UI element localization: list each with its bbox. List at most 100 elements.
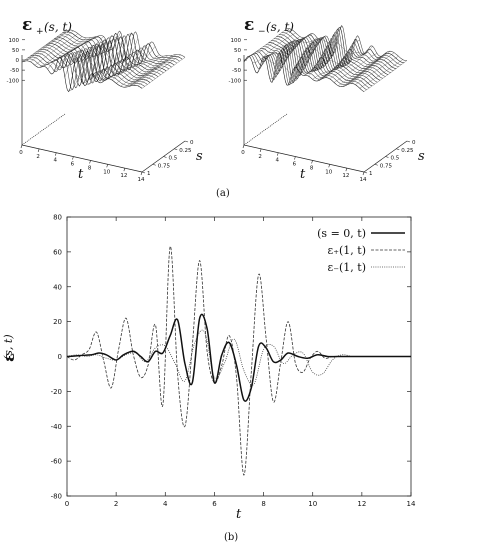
y-tick-label: 20 (53, 318, 62, 326)
s-tick-mark (374, 163, 378, 166)
surface-mesh-line (308, 59, 352, 77)
t-tick-mark (294, 156, 296, 160)
series-line-dashed (66, 246, 411, 476)
y-axis-label-main: ε (0, 353, 18, 362)
z-tick-label: 100 (231, 38, 242, 44)
surface-mesh-line (248, 29, 292, 57)
surface-mesh-line (56, 35, 100, 68)
s-tick-label: 0.25 (179, 148, 192, 154)
back-axis-line (243, 113, 288, 146)
x-tick-label: 12 (357, 500, 366, 508)
t-tick-label: 14 (360, 177, 367, 183)
surface-title-main: ε (22, 15, 32, 35)
surface-mesh-line (90, 33, 134, 80)
surface-mesh-line (299, 26, 343, 73)
s-tick-mark (141, 171, 146, 174)
x-tick-label: 6 (212, 500, 217, 508)
z-tick-label: -100 (229, 78, 242, 84)
z-tick-label: 0 (16, 58, 20, 64)
surface-mesh-line (81, 45, 126, 79)
surface-mesh-line (60, 36, 104, 62)
t-tick-mark (242, 144, 245, 149)
t-tick-label: 12 (342, 173, 349, 179)
surface-mesh-line (39, 36, 83, 68)
t-tick-mark (37, 148, 40, 152)
t-tick-label: 0 (241, 150, 245, 156)
surface-mesh-line (312, 39, 356, 80)
surface-mesh-line (290, 46, 335, 77)
surface-mesh-line (363, 60, 408, 92)
y-tick-label: 0 (58, 353, 62, 361)
t-tick-label: 4 (276, 158, 280, 164)
t-tick-label: 14 (138, 177, 145, 183)
s-tick-label: 1 (369, 171, 373, 177)
t-tick-label: 2 (258, 154, 262, 160)
s-tick-mark (174, 148, 178, 151)
surface-mesh-line (273, 37, 318, 77)
x-tick-label: 4 (163, 500, 168, 508)
surface-mesh-line (342, 52, 386, 87)
t-tick-label: 2 (36, 154, 40, 160)
surface-mesh-line (355, 56, 399, 85)
line-chart: 80 60 40 20 0 -20 -40 -60 -80 0 2 4 6 8 10 12 14 ε (s, … (0, 214, 416, 523)
surface-mesh-line (325, 49, 369, 78)
s-tick-mark (406, 140, 411, 143)
surface-mesh-line (320, 52, 365, 80)
s-tick-mark (385, 156, 389, 158)
surface-mesh-line (282, 35, 326, 77)
surface-mesh-line (137, 54, 181, 86)
series-lines (66, 246, 411, 476)
x-tick-label: 0 (65, 500, 69, 508)
surface-mesh-line (278, 31, 399, 67)
t-tick-mark (89, 160, 91, 164)
y-tick-label: -80 (51, 493, 62, 501)
t-tick-mark (55, 152, 57, 156)
t-tick-mark (123, 168, 126, 172)
t-tick-label: 10 (103, 169, 110, 175)
surface-s-axis-label: s (418, 149, 425, 164)
surface-axes (21, 55, 186, 173)
y-tick-label: -60 (51, 458, 62, 466)
t-tick-labels: 0 2 4 6 8 10 12 14 (19, 144, 145, 183)
z-tick-label: 50 (12, 48, 19, 54)
legend-label: ε₋(1, t) (328, 261, 367, 274)
t-tick-mark (140, 171, 143, 176)
z-tick-label: -50 (10, 68, 19, 74)
t-tick-mark (345, 168, 348, 172)
legend: (s = 0, t) ε₊(1, t) ε₋(1, t) (317, 227, 405, 274)
back-axis-line (21, 113, 66, 146)
x-tick-label: 8 (261, 500, 265, 508)
surface-mesh-line (26, 29, 70, 62)
t-axis-line (21, 144, 143, 173)
t-tick-mark (72, 156, 74, 160)
y-tick-label: 60 (53, 248, 62, 256)
t-tick-label: 0 (19, 150, 23, 156)
t-tick-label: 12 (120, 173, 127, 179)
t-tick-mark (277, 152, 279, 156)
z-tick-labels: 100 50 0 -50 -100 (229, 38, 247, 84)
surface-mesh-line (350, 52, 395, 84)
surface-title-sub: − (258, 27, 266, 37)
s-tick-mark (163, 156, 167, 158)
surface-title-main: ε (244, 15, 254, 35)
surface-mesh-line (64, 29, 186, 63)
z-tick-label: 100 (9, 38, 20, 44)
surface-mesh-line (77, 32, 121, 74)
surface-mesh-line (252, 32, 296, 64)
surface-mesh-line (338, 56, 382, 86)
t-tick-mark (20, 144, 23, 149)
surface-s-axis-label: s (196, 149, 203, 164)
surface-mesh-line (278, 39, 322, 59)
x-tick-label: 14 (407, 500, 416, 508)
t-axis-line (243, 144, 365, 173)
surface-mesh-line (86, 38, 130, 85)
x-tick-labels: 0 2 4 6 8 10 12 14 (65, 217, 416, 508)
surface-mesh-line (124, 55, 169, 88)
t-tick-label: 4 (54, 158, 58, 164)
z-tick-label: 50 (234, 48, 241, 54)
surface-mesh-line (116, 54, 160, 84)
z-tick-label: -50 (232, 68, 241, 74)
s-tick-labels: 0 0.250.50.75 1 (141, 140, 194, 177)
